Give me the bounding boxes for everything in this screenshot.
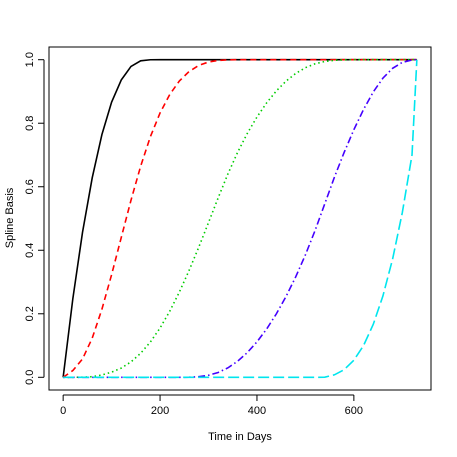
curves-layer [62, 58, 418, 379]
y-tick-label: 1.0 [24, 52, 36, 67]
y-tick-label: 0.2 [24, 306, 36, 321]
x-axis: 0 200 400 600 [60, 394, 363, 417]
basis-curve-3 [63, 58, 417, 379]
basis-curve-2 [62, 58, 417, 378]
x-tick-label: 200 [151, 405, 169, 417]
y-axis-label: Spline Basis [4, 187, 16, 248]
y-axis: 0.0 0.2 0.4 0.6 0.8 1.0 [24, 52, 45, 385]
basis-curve-4 [63, 58, 417, 379]
plot-frame [48, 46, 432, 391]
y-tick-label: 0.4 [24, 243, 36, 258]
x-axis-label: Time in Days [208, 431, 272, 443]
y-tick-label: 0.8 [24, 116, 36, 131]
x-tick-label: 0 [60, 405, 66, 417]
x-tick-label: 400 [248, 405, 266, 417]
x-tick-label: 600 [345, 405, 363, 417]
y-tick-label: 0.0 [24, 370, 36, 385]
basis-curve-1 [62, 58, 417, 378]
basis-curve-5 [63, 59, 418, 379]
y-tick-label: 0.6 [24, 179, 36, 194]
